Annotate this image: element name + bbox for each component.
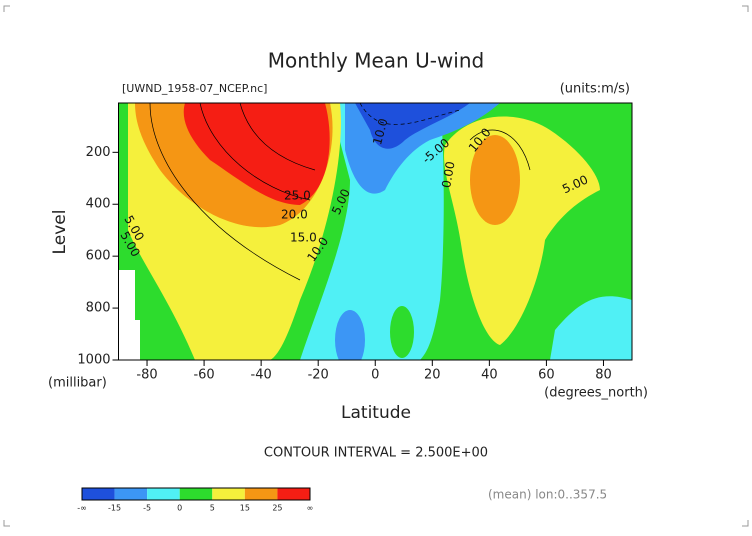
y-tick-label: 200 (86, 145, 111, 160)
x-tick-label: 20 (424, 368, 441, 383)
y-axis-units: (millibar) (48, 376, 107, 391)
band (390, 306, 414, 358)
corner-marks (3, 5, 749, 527)
contour-lines (149, 103, 531, 281)
footnote: (mean) lon:0..357.5 (488, 488, 607, 502)
band (355, 103, 470, 149)
x-tick-label: -40 (251, 368, 272, 383)
contour-label: 20.0 (281, 208, 308, 222)
x-tick-label: 80 (595, 368, 612, 383)
contour-label: 10.0 (370, 117, 390, 146)
x-tick-label: -20 (308, 368, 329, 383)
y-tick-label: 600 (86, 249, 111, 264)
band (470, 135, 520, 225)
colorbar-swatch (147, 488, 180, 500)
colorbar-swatch (277, 488, 310, 500)
band (300, 103, 444, 360)
x-axis-label: Latitude (341, 403, 411, 423)
x-tick-label: 60 (538, 368, 555, 383)
chart-title: Monthly Mean U-wind (268, 49, 484, 73)
band (550, 296, 632, 360)
x-tick-label: -80 (136, 368, 157, 383)
colorbar-frame (81, 487, 311, 501)
colorbar-label: 0 (177, 504, 182, 513)
colorbar-label: 25 (272, 504, 282, 513)
band (335, 310, 365, 360)
file-name: [UWND_1958-07_NCEP.nc] (122, 82, 267, 95)
units: (units:m/s) (560, 82, 630, 97)
colorbar-swatch (212, 488, 245, 500)
colorbar-swatch (179, 488, 213, 500)
colorbar-label: -15 (108, 504, 121, 513)
x-tick-label: -60 (193, 368, 214, 383)
colorbar-label: 15 (240, 504, 250, 513)
contour-interval: CONTOUR INTERVAL = 2.500E+00 (264, 446, 488, 461)
colorbar-swatch (82, 488, 115, 500)
colorbar-label: ∞ (307, 504, 314, 513)
colorbar-label: -∞ (77, 504, 87, 513)
contour-label: 25.0 (284, 189, 311, 203)
colorbar-label: 5 (210, 504, 215, 513)
colorbar-swatch (244, 488, 278, 500)
colorbar-swatch (114, 488, 148, 500)
x-tick-label: 40 (481, 368, 498, 383)
missing-data (118, 270, 140, 360)
x-axis-units: (degrees_north) (544, 386, 648, 401)
contour-label: 0.00 (439, 160, 457, 189)
colorbar: -∞ -15 -5 0 5 15 25 ∞ (77, 487, 314, 513)
contour-field (118, 103, 632, 360)
y-tick-label: 400 (86, 197, 111, 212)
y-tick-label: 800 (86, 301, 111, 316)
band (183, 103, 330, 205)
x-tick-label: 0 (371, 368, 379, 383)
y-tick-label: 1000 (77, 353, 110, 368)
contour-label: 15.0 (290, 231, 317, 245)
colorbar-label: -5 (143, 504, 151, 513)
y-axis-label: Level (50, 210, 70, 255)
